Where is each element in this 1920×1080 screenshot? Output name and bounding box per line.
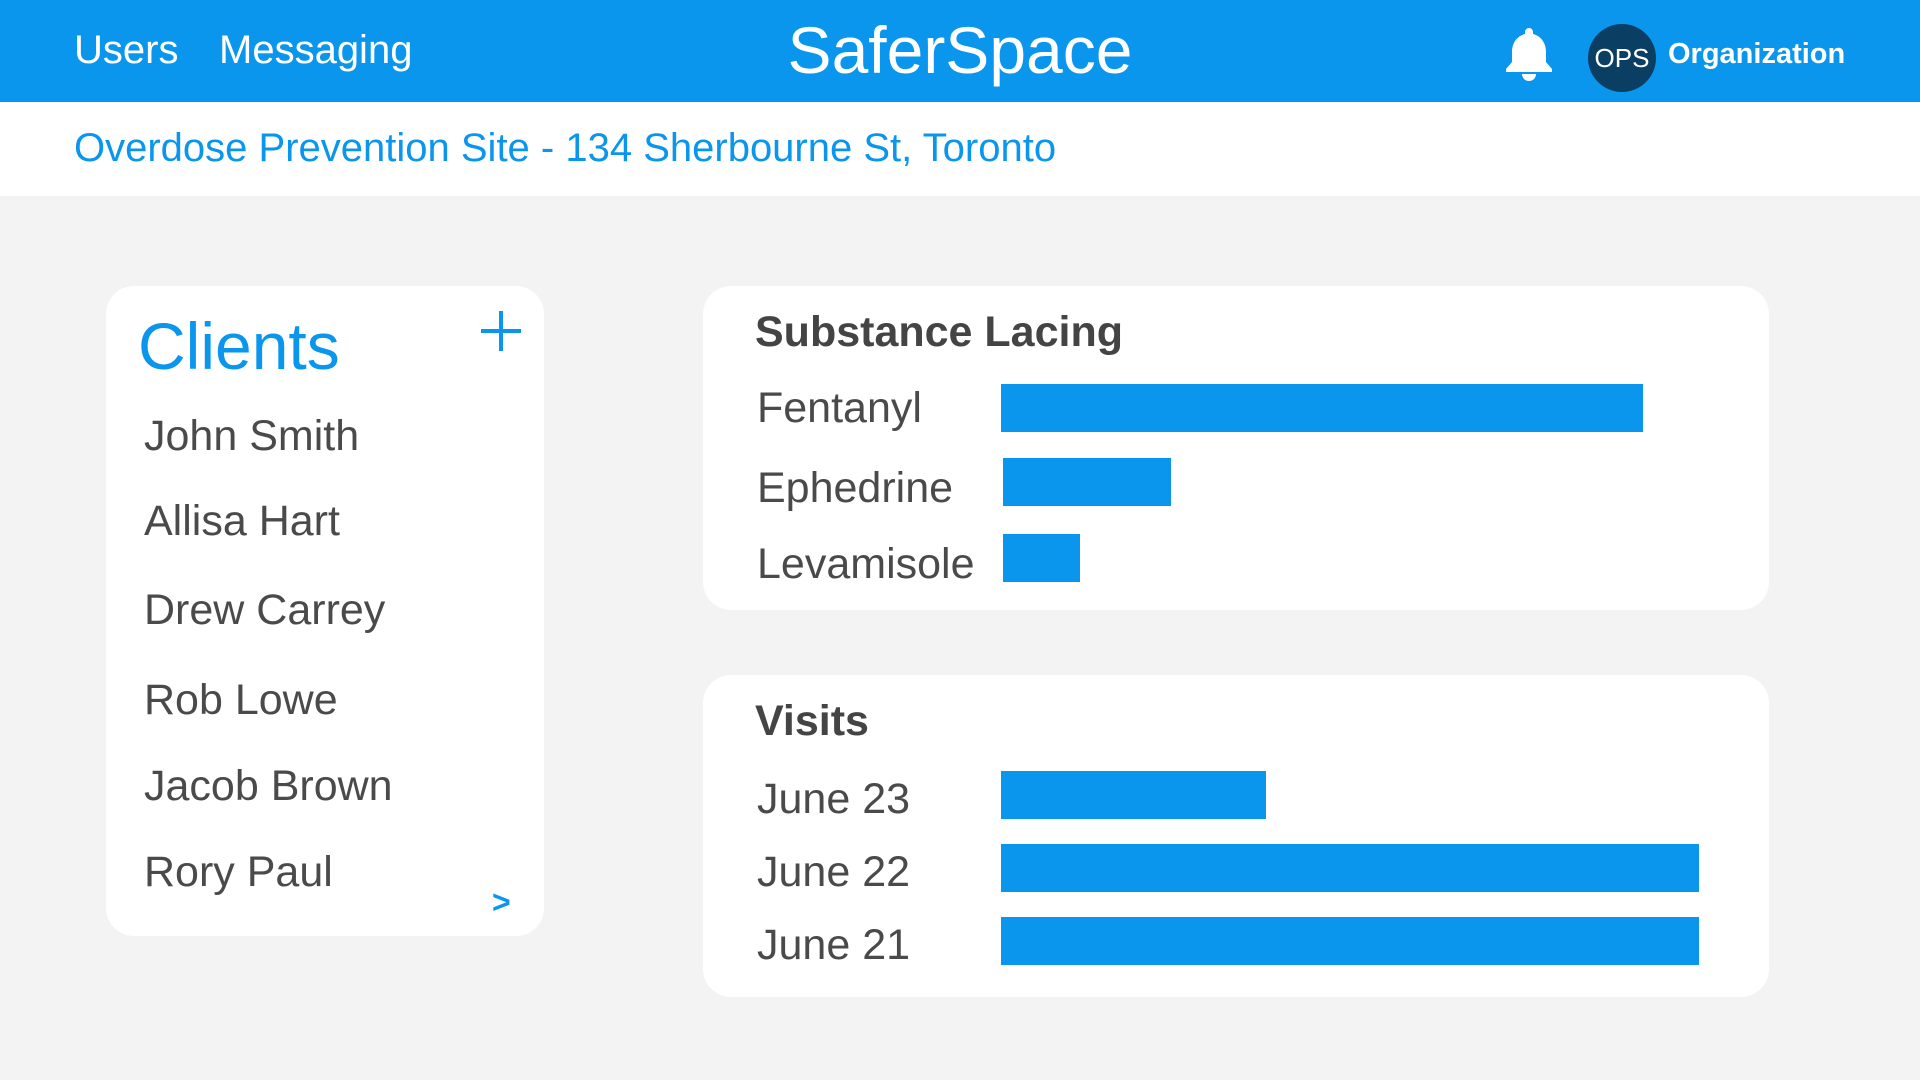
nav-users[interactable]: Users: [74, 28, 179, 72]
bar-label-june-23: June 23: [757, 775, 911, 823]
chart-title: Substance Lacing: [755, 308, 1123, 356]
bar-label-june-21: June 21: [757, 921, 911, 969]
bar-levamisole: [1003, 534, 1080, 582]
app-title: SaferSpace: [787, 13, 1133, 87]
avatar[interactable]: OPS: [1588, 24, 1656, 92]
bar-june-23: [1001, 771, 1266, 819]
visits-card: Visits June 23 June 22 June 21: [703, 675, 1769, 997]
chart-title: Visits: [755, 697, 869, 745]
bar-label-fentanyl: Fentanyl: [757, 384, 922, 432]
clients-title: Clients: [138, 309, 340, 383]
client-list-item[interactable]: Jacob Brown: [144, 762, 393, 810]
bar-ephedrine: [1003, 458, 1171, 506]
bar-june-21: [1001, 917, 1699, 965]
next-page-button[interactable]: >: [492, 884, 511, 920]
plus-icon[interactable]: [476, 306, 526, 356]
substance-lacing-card: Substance Lacing Fentanyl Ephedrine Leva…: [703, 286, 1769, 610]
nav-messaging[interactable]: Messaging: [219, 28, 413, 72]
client-list-item[interactable]: Rory Paul: [144, 848, 333, 896]
client-list-item[interactable]: Allisa Hart: [144, 497, 340, 545]
client-list-item[interactable]: Drew Carrey: [144, 586, 386, 634]
organization-menu[interactable]: Organization: [1668, 38, 1846, 70]
client-list-item[interactable]: Rob Lowe: [144, 676, 338, 724]
bar-label-june-22: June 22: [757, 848, 911, 896]
top-bar: Users Messaging SaferSpace OPS Organizat…: [0, 0, 1920, 102]
site-location-title: Overdose Prevention Site - 134 Sherbourn…: [74, 126, 1057, 170]
bell-icon[interactable]: [1502, 26, 1556, 82]
client-list-item[interactable]: John Smith: [144, 412, 360, 460]
clients-panel: Clients John Smith Allisa Hart Drew Carr…: [106, 286, 544, 936]
bar-label-ephedrine: Ephedrine: [757, 464, 954, 512]
location-header: Overdose Prevention Site - 134 Sherbourn…: [0, 102, 1920, 196]
bar-june-22: [1001, 844, 1699, 892]
avatar-initials: OPS: [1594, 42, 1650, 73]
bar-label-levamisole: Levamisole: [757, 540, 975, 588]
bar-fentanyl: [1001, 384, 1643, 432]
